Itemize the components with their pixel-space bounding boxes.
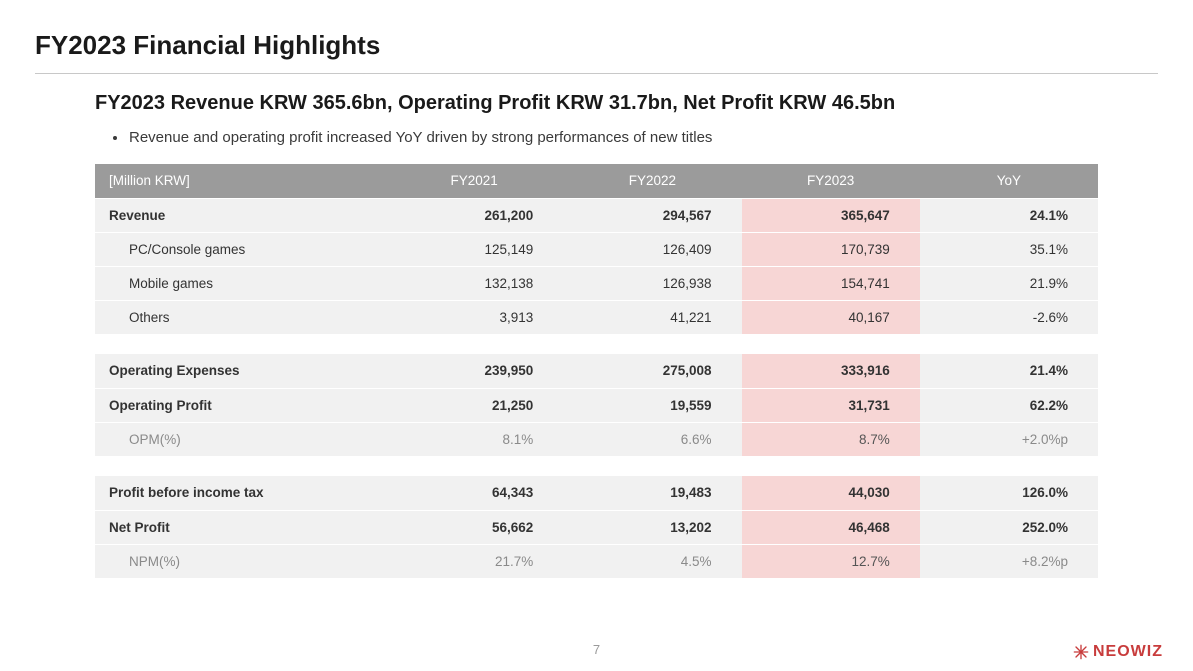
cell-value: 3,913 [385,300,563,334]
cell-value: 261,200 [385,198,563,232]
table-row: Mobile games132,138126,938154,74121.9% [95,266,1098,300]
cell-value: 56,662 [385,510,563,544]
cell-value: 126.0% [920,476,1098,510]
col-header: FY2022 [563,164,741,198]
row-label: Operating Expenses [95,354,385,388]
cell-value: 132,138 [385,266,563,300]
cell-value: 333,916 [742,354,920,388]
cell-value: 8.1% [385,422,563,456]
cell-value: 252.0% [920,510,1098,544]
financial-table: [Million KRW] FY2021 FY2022 FY2023 YoY R… [95,164,1098,579]
cell-value: 365,647 [742,198,920,232]
cell-value: 24.1% [920,198,1098,232]
cell-value: 275,008 [563,354,741,388]
footer: 7 [0,642,1193,657]
cell-value: 170,739 [742,232,920,266]
cell-value: +2.0%p [920,422,1098,456]
brand-logo: NEOWIZ [1073,643,1163,661]
cell-value: 154,741 [742,266,920,300]
cell-value: +8.2%p [920,544,1098,578]
cell-value: 126,938 [563,266,741,300]
row-label: Operating Profit [95,388,385,422]
col-header: YoY [920,164,1098,198]
cell-value: 13,202 [563,510,741,544]
cell-value: 12.7% [742,544,920,578]
page-number: 7 [593,642,600,657]
table-body: Revenue261,200294,567365,64724.1%PC/Cons… [95,198,1098,578]
cell-value: 4.5% [563,544,741,578]
cell-value: 126,409 [563,232,741,266]
cell-value: 19,559 [563,388,741,422]
table-row: NPM(%)21.7%4.5%12.7%+8.2%p [95,544,1098,578]
table-row: Others3,91341,22140,167-2.6% [95,300,1098,334]
cell-value: 19,483 [563,476,741,510]
cell-value: 62.2% [920,388,1098,422]
cell-value: 21,250 [385,388,563,422]
cell-value: 239,950 [385,354,563,388]
table-row: Net Profit56,66213,20246,468252.0% [95,510,1098,544]
content-area: FY2023 Revenue KRW 365.6bn, Operating Pr… [35,74,1158,579]
table-row: Revenue261,200294,567365,64724.1% [95,198,1098,232]
row-label: NPM(%) [95,544,385,578]
cell-value: 21.7% [385,544,563,578]
cell-value: 31,731 [742,388,920,422]
headline: FY2023 Revenue KRW 365.6bn, Operating Pr… [95,92,1098,115]
slide-title: FY2023 Financial Highlights [35,30,1158,74]
cell-value: 21.9% [920,266,1098,300]
table-row: Operating Profit21,25019,55931,73162.2% [95,388,1098,422]
row-label: OPM(%) [95,422,385,456]
cell-value: 6.6% [563,422,741,456]
cell-value: 46,468 [742,510,920,544]
table-header: [Million KRW] FY2021 FY2022 FY2023 YoY [95,164,1098,198]
cell-value: 125,149 [385,232,563,266]
bullet-dot-icon [113,136,117,140]
brand-name: NEOWIZ [1093,643,1163,661]
row-label: Mobile games [95,266,385,300]
row-label: PC/Console games [95,232,385,266]
bullet-text: Revenue and operating profit increased Y… [129,129,712,146]
cell-value: 35.1% [920,232,1098,266]
snowflake-icon [1073,644,1089,660]
cell-value: 40,167 [742,300,920,334]
row-label: Others [95,300,385,334]
cell-value: 64,343 [385,476,563,510]
col-header: FY2023 [742,164,920,198]
col-header: FY2021 [385,164,563,198]
row-label: Revenue [95,198,385,232]
cell-value: 21.4% [920,354,1098,388]
spacer-row [95,334,1098,354]
cell-value: 8.7% [742,422,920,456]
cell-value: -2.6% [920,300,1098,334]
table-row: Profit before income tax64,34319,48344,0… [95,476,1098,510]
row-label: Net Profit [95,510,385,544]
cell-value: 44,030 [742,476,920,510]
row-label: Profit before income tax [95,476,385,510]
table-row: Operating Expenses239,950275,008333,9162… [95,354,1098,388]
cell-value: 294,567 [563,198,741,232]
table-row: PC/Console games125,149126,409170,73935.… [95,232,1098,266]
spacer-row [95,456,1098,476]
slide: FY2023 Financial Highlights FY2023 Reven… [0,0,1193,671]
bullet-line: Revenue and operating profit increased Y… [95,129,1098,146]
cell-value: 41,221 [563,300,741,334]
unit-label: [Million KRW] [95,164,385,198]
table-row: OPM(%)8.1%6.6%8.7%+2.0%p [95,422,1098,456]
